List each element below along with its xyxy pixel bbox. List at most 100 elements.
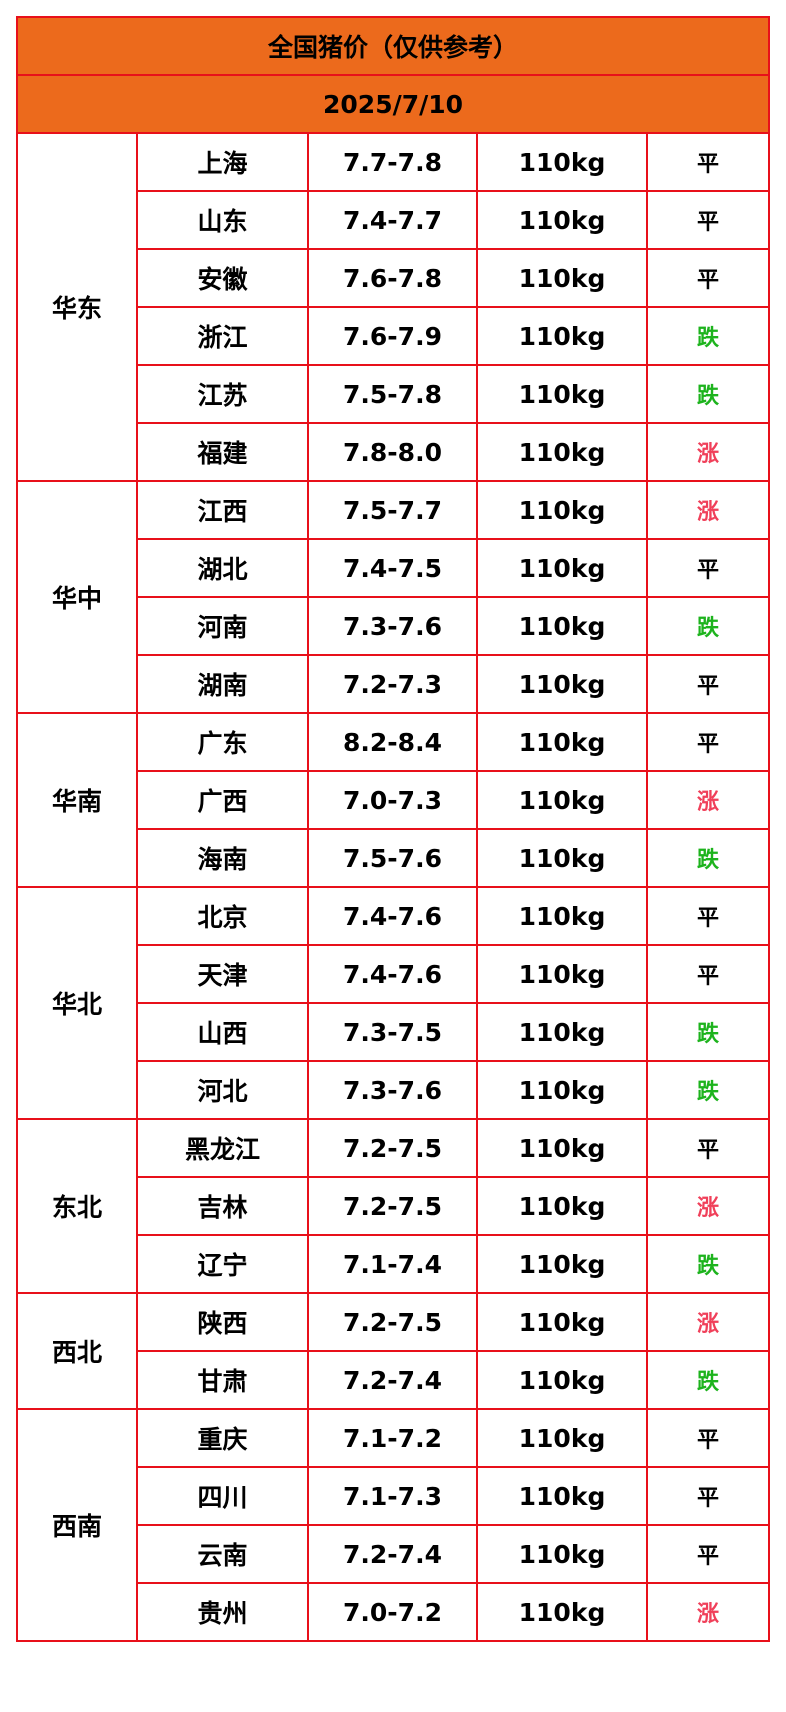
title: 全国猪价（仅供参考） <box>15 16 771 76</box>
data-row: 浙江 7.6-7.9 110kg 跌 <box>17 306 771 366</box>
province: 江苏 <box>136 364 309 424</box>
data-row: 西南 重庆 7.1-7.2 110kg 平 <box>16 1408 771 1642</box>
weight: 110kg <box>476 190 648 250</box>
price: 7.5-7.8 <box>307 364 478 424</box>
price: 7.1-7.2 <box>307 1408 478 1468</box>
weight: 110kg <box>476 1582 648 1642</box>
data-row: 河南 7.3-7.6 110kg 跌 <box>17 596 771 656</box>
date: 2025/7/10 <box>15 74 771 134</box>
province: 福建 <box>136 422 309 482</box>
price: 7.6-7.8 <box>307 248 478 308</box>
trend: 涨 <box>645 422 771 482</box>
data-row: 贵州 7.0-7.2 110kg 涨 <box>17 1582 771 1642</box>
province: 云南 <box>136 1524 309 1584</box>
trend: 涨 <box>645 770 771 830</box>
data-row: 辽宁 7.1-7.4 110kg 跌 <box>17 1234 771 1294</box>
province: 安徽 <box>136 248 309 308</box>
trend: 平 <box>645 1524 771 1584</box>
trend: 涨 <box>645 1292 771 1352</box>
data-row: 山东 7.4-7.7 110kg 平 <box>17 190 771 250</box>
trend: 跌 <box>645 1060 771 1120</box>
trend: 平 <box>645 132 771 192</box>
price: 7.1-7.4 <box>307 1234 478 1294</box>
data-row: 湖南 7.2-7.3 110kg 平 <box>17 654 771 714</box>
region: 华南 <box>16 712 138 888</box>
region: 西南 <box>16 1408 138 1642</box>
province: 广西 <box>136 770 309 830</box>
weight: 110kg <box>476 306 648 366</box>
weight: 110kg <box>476 480 648 540</box>
price: 8.2-8.4 <box>307 712 478 772</box>
trend: 跌 <box>645 1002 771 1062</box>
title-row: 全国猪价（仅供参考） <box>15 16 771 76</box>
data-row: 河北 7.3-7.6 110kg 跌 <box>17 1060 771 1120</box>
data-row: 四川 7.1-7.3 110kg 平 <box>17 1466 771 1526</box>
province: 山西 <box>136 1002 309 1062</box>
price-table: 全国猪价（仅供参考） 2025/7/10 华东 上海 7.7-7.8 110kg 平山东… <box>15 16 771 1642</box>
weight: 110kg <box>476 422 648 482</box>
weight: 110kg <box>476 1060 648 1120</box>
weight: 110kg <box>476 1350 648 1410</box>
province: 贵州 <box>136 1582 309 1642</box>
weight: 110kg <box>476 828 648 888</box>
trend: 跌 <box>645 596 771 656</box>
data-row: 福建 7.8-8.0 110kg 涨 <box>17 422 771 482</box>
price: 7.5-7.7 <box>307 480 478 540</box>
data-row: 华南 广东 8.2-8.4 110kg 平 <box>16 712 771 888</box>
province: 海南 <box>136 828 309 888</box>
province: 山东 <box>136 190 309 250</box>
weight: 110kg <box>476 1292 648 1352</box>
weight: 110kg <box>476 1466 648 1526</box>
price: 7.7-7.8 <box>307 132 478 192</box>
price: 7.2-7.5 <box>307 1176 478 1236</box>
price: 7.0-7.3 <box>307 770 478 830</box>
region: 东北 <box>16 1118 138 1294</box>
weight: 110kg <box>476 1002 648 1062</box>
province: 广东 <box>136 712 309 772</box>
data-row: 东北 黑龙江 7.2-7.5 110kg 平 <box>16 1118 771 1294</box>
data-row: 江苏 7.5-7.8 110kg 跌 <box>17 364 771 424</box>
data-row: 西北 陕西 7.2-7.5 110kg 涨 <box>16 1292 771 1410</box>
data-row: 山西 7.3-7.5 110kg 跌 <box>17 1002 771 1062</box>
province: 湖南 <box>136 654 309 714</box>
price: 7.3-7.6 <box>307 596 478 656</box>
region: 华中 <box>16 480 138 714</box>
trend: 平 <box>645 1466 771 1526</box>
province: 四川 <box>136 1466 309 1526</box>
region: 华北 <box>16 886 138 1120</box>
province: 辽宁 <box>136 1234 309 1294</box>
trend: 跌 <box>645 828 771 888</box>
province: 河北 <box>136 1060 309 1120</box>
weight: 110kg <box>476 364 648 424</box>
price: 7.2-7.4 <box>307 1350 478 1410</box>
weight: 110kg <box>476 596 648 656</box>
data-row: 华东 上海 7.7-7.8 110kg 平 <box>16 132 771 482</box>
data-row: 安徽 7.6-7.8 110kg 平 <box>17 248 771 308</box>
province: 北京 <box>136 886 309 946</box>
price: 7.6-7.9 <box>307 306 478 366</box>
trend: 平 <box>645 538 771 598</box>
data-row: 甘肃 7.2-7.4 110kg 跌 <box>17 1350 771 1410</box>
data-row: 天津 7.4-7.6 110kg 平 <box>17 944 771 1004</box>
price: 7.2-7.3 <box>307 654 478 714</box>
trend: 涨 <box>645 480 771 540</box>
province: 浙江 <box>136 306 309 366</box>
province: 江西 <box>136 480 309 540</box>
price: 7.4-7.5 <box>307 538 478 598</box>
trend: 平 <box>645 654 771 714</box>
trend: 平 <box>645 944 771 1004</box>
trend: 涨 <box>645 1582 771 1642</box>
weight: 110kg <box>476 1524 648 1584</box>
weight: 110kg <box>476 1118 648 1178</box>
price: 7.4-7.6 <box>307 886 478 946</box>
region: 西北 <box>16 1292 138 1410</box>
data-row: 广西 7.0-7.3 110kg 涨 <box>17 770 771 830</box>
province: 吉林 <box>136 1176 309 1236</box>
trend: 涨 <box>645 1176 771 1236</box>
province: 湖北 <box>136 538 309 598</box>
weight: 110kg <box>476 538 648 598</box>
trend: 平 <box>645 1408 771 1468</box>
weight: 110kg <box>476 886 648 946</box>
weight: 110kg <box>476 1234 648 1294</box>
province: 河南 <box>136 596 309 656</box>
